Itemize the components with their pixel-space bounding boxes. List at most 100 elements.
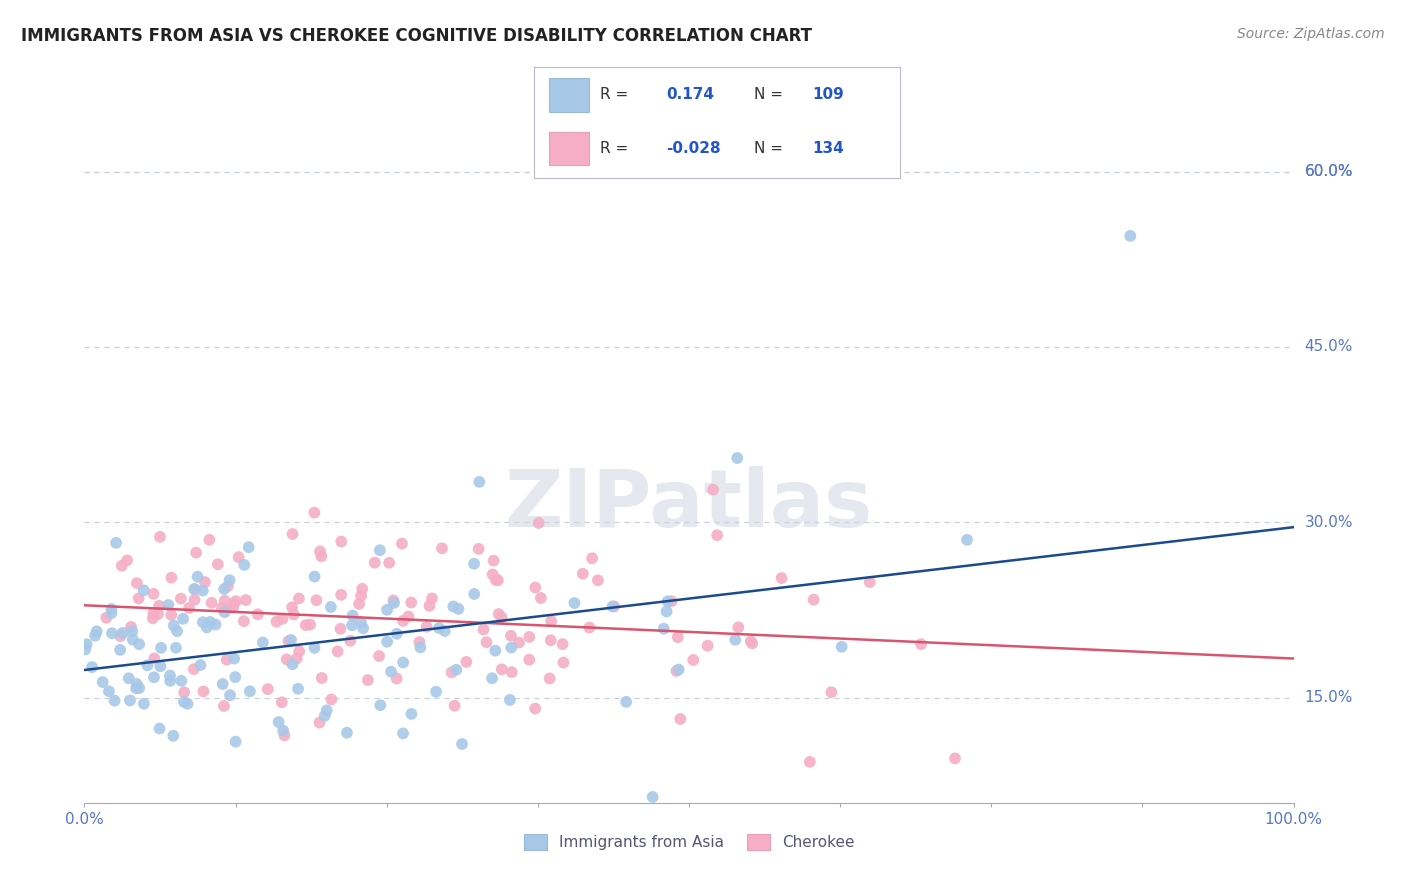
Text: IMMIGRANTS FROM ASIA VS CHEROKEE COGNITIVE DISABILITY CORRELATION CHART: IMMIGRANTS FROM ASIA VS CHEROKEE COGNITI… [21,27,813,45]
Point [451,737,474,751]
Point [433,624,456,638]
Point [100,602,122,616]
Point [382,596,405,610]
Point [481,567,503,582]
Point [553,656,575,670]
Point [128,591,150,606]
Point [501,640,523,655]
Point [128,681,150,695]
Text: 15.0%: 15.0% [1305,690,1353,705]
Point [132,583,155,598]
Point [347,597,370,611]
Point [163,618,186,632]
Point [603,599,626,614]
Point [517,653,540,667]
Point [682,653,704,667]
Point [418,599,440,613]
Point [572,566,595,581]
Point [103,693,125,707]
Point [820,685,842,699]
Point [614,695,637,709]
Point [409,640,432,655]
Point [859,575,882,590]
Point [551,637,574,651]
Point [82,660,104,674]
Point [724,632,747,647]
Point [235,593,257,607]
Point [97,684,120,698]
Point [446,663,468,677]
Point [212,582,235,596]
Point [118,671,141,685]
Point [370,698,392,713]
Point [741,636,763,650]
Point [578,621,600,635]
Point [581,551,603,566]
Point [314,709,336,723]
Point [162,729,184,743]
Point [157,598,180,612]
Legend: Immigrants from Asia, Cherokee: Immigrants from Asia, Cherokee [517,828,860,856]
Point [305,593,328,607]
Point [212,698,235,713]
Point [392,726,415,740]
Point [340,618,363,632]
Point [943,751,966,765]
Point [538,672,561,686]
Point [499,693,522,707]
Point [149,659,172,673]
Point [170,673,193,688]
Point [517,630,540,644]
Point [321,692,343,706]
Point [143,670,166,684]
Point [586,574,609,588]
Point [187,570,209,584]
Text: 60.0%: 60.0% [1305,164,1353,179]
Point [91,675,114,690]
Point [831,640,853,654]
Point [463,557,485,571]
Text: R =: R = [600,87,628,103]
Point [150,640,173,655]
Point [173,685,195,699]
Point [108,643,131,657]
Point [183,592,205,607]
Point [143,651,166,665]
Point [540,633,562,648]
Point [271,612,294,626]
Point [956,533,979,547]
Point [364,556,387,570]
Point [425,684,447,698]
Point [706,528,728,542]
Point [484,643,506,657]
Point [329,622,352,636]
Point [120,620,142,634]
Point [84,629,107,643]
Point [214,593,236,607]
Point [398,609,420,624]
Text: Source: ZipAtlas.com: Source: ZipAtlas.com [1237,27,1385,41]
Text: ZIPatlas: ZIPatlas [505,466,873,543]
Point [391,536,413,550]
Point [368,543,391,558]
Point [173,695,195,709]
Point [740,634,762,648]
Point [311,549,333,564]
Point [218,573,240,587]
Point [86,624,108,639]
Point [319,599,342,614]
Point [195,620,218,634]
Point [342,608,364,623]
Point [183,582,205,596]
Point [299,617,322,632]
Point [441,599,464,614]
Point [491,662,513,676]
Point [281,527,304,541]
Point [283,607,305,622]
Point [148,599,170,613]
Point [501,665,523,680]
Point [224,670,246,684]
Point [160,607,183,622]
Point [380,665,402,679]
Point [200,596,222,610]
